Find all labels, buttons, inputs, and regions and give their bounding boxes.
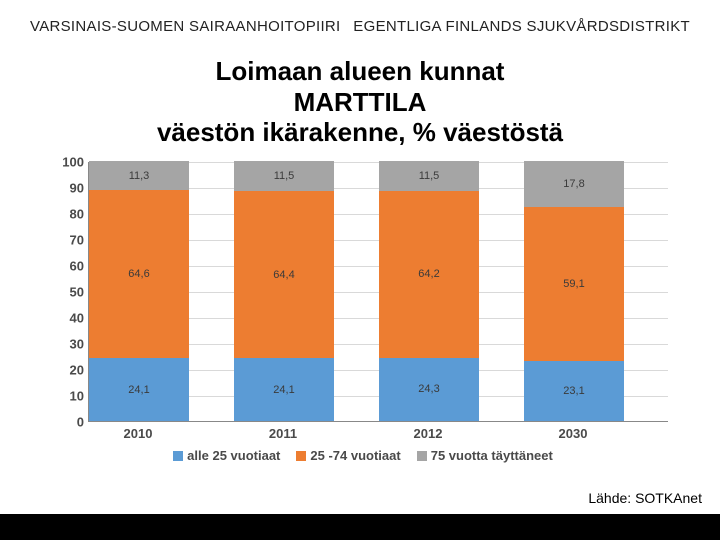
- title-line-1: Loimaan alueen kunnat: [40, 56, 680, 87]
- y-tick: 70: [48, 233, 84, 248]
- legend-item: alle 25 vuotiaat: [173, 448, 280, 463]
- y-tick: 80: [48, 207, 84, 222]
- header-right: EGENTLIGA FINLANDS SJUKVÅRDSDISTRIKT: [353, 18, 690, 44]
- legend-swatch: [173, 451, 183, 461]
- chart: 0102030405060708090100 24,164,611,324,16…: [48, 162, 678, 462]
- y-tick: 30: [48, 337, 84, 352]
- bar-group: 24,3 64,2 11,5: [379, 161, 479, 421]
- data-label: 11,5: [379, 170, 479, 182]
- bar-group: 24,1 64,4 11,5: [234, 161, 334, 421]
- x-category: 2011: [233, 426, 333, 441]
- legend-label: 75 vuotta täyttäneet: [431, 448, 553, 463]
- legend: alle 25 vuotiaat 25 -74 vuotiaat 75 vuotta…: [48, 448, 678, 463]
- legend-swatch: [296, 451, 306, 461]
- data-label: 64,6: [89, 268, 189, 280]
- y-tick: 20: [48, 363, 84, 378]
- title-block: Loimaan alueen kunnat MARTTILA väestön i…: [40, 56, 680, 148]
- y-tick: 50: [48, 285, 84, 300]
- x-category: 2030: [523, 426, 623, 441]
- bars: 24,1 64,6 11,3 24,1 64,4 11,5 24,3 64,2 11,5 23,1…: [89, 162, 668, 421]
- data-label: 11,5: [234, 170, 334, 182]
- y-tick: 40: [48, 311, 84, 326]
- bar-group: 24,1 64,6 11,3: [89, 161, 189, 421]
- source-label: Lähde: SOTKAnet: [588, 490, 702, 506]
- header-left: VARSINAIS-SUOMEN SAIRAANHOITOPIIRI: [30, 18, 341, 44]
- legend-label: alle 25 vuotiaat: [187, 448, 280, 463]
- data-label: 64,4: [234, 269, 334, 281]
- data-label: 24,1: [89, 384, 189, 396]
- title-line-2: MARTTILA: [40, 87, 680, 118]
- legend-item: 75 vuotta täyttäneet: [417, 448, 553, 463]
- bottom-bar: [0, 514, 720, 540]
- legend-label: 25 -74 vuotiaat: [310, 448, 400, 463]
- y-tick: 0: [48, 415, 84, 430]
- slide: VARSINAIS-SUOMEN SAIRAANHOITOPIIRI EGENT…: [0, 0, 720, 540]
- header: VARSINAIS-SUOMEN SAIRAANHOITOPIIRI EGENT…: [0, 18, 720, 44]
- data-label: 23,1: [524, 385, 624, 397]
- x-category: 2012: [378, 426, 478, 441]
- legend-swatch: [417, 451, 427, 461]
- y-tick: 60: [48, 259, 84, 274]
- y-tick: 100: [48, 155, 84, 170]
- y-tick: 90: [48, 181, 84, 196]
- legend-item: 25 -74 vuotiaat: [296, 448, 400, 463]
- data-label: 59,1: [524, 278, 624, 290]
- plot-area: 24,1 64,6 11,3 24,1 64,4 11,5 24,3 64,2 11,5 23,1…: [88, 162, 668, 422]
- bar-group: 23,1 59,1 17,8: [524, 161, 624, 421]
- title-line-3: väestön ikärakenne, % väestöstä: [40, 117, 680, 148]
- data-label: 24,3: [379, 383, 479, 395]
- data-label: 17,8: [524, 178, 624, 190]
- y-tick: 10: [48, 389, 84, 404]
- data-label: 64,2: [379, 268, 479, 280]
- data-label: 24,1: [234, 384, 334, 396]
- x-category: 2010: [88, 426, 188, 441]
- data-label: 11,3: [89, 170, 189, 182]
